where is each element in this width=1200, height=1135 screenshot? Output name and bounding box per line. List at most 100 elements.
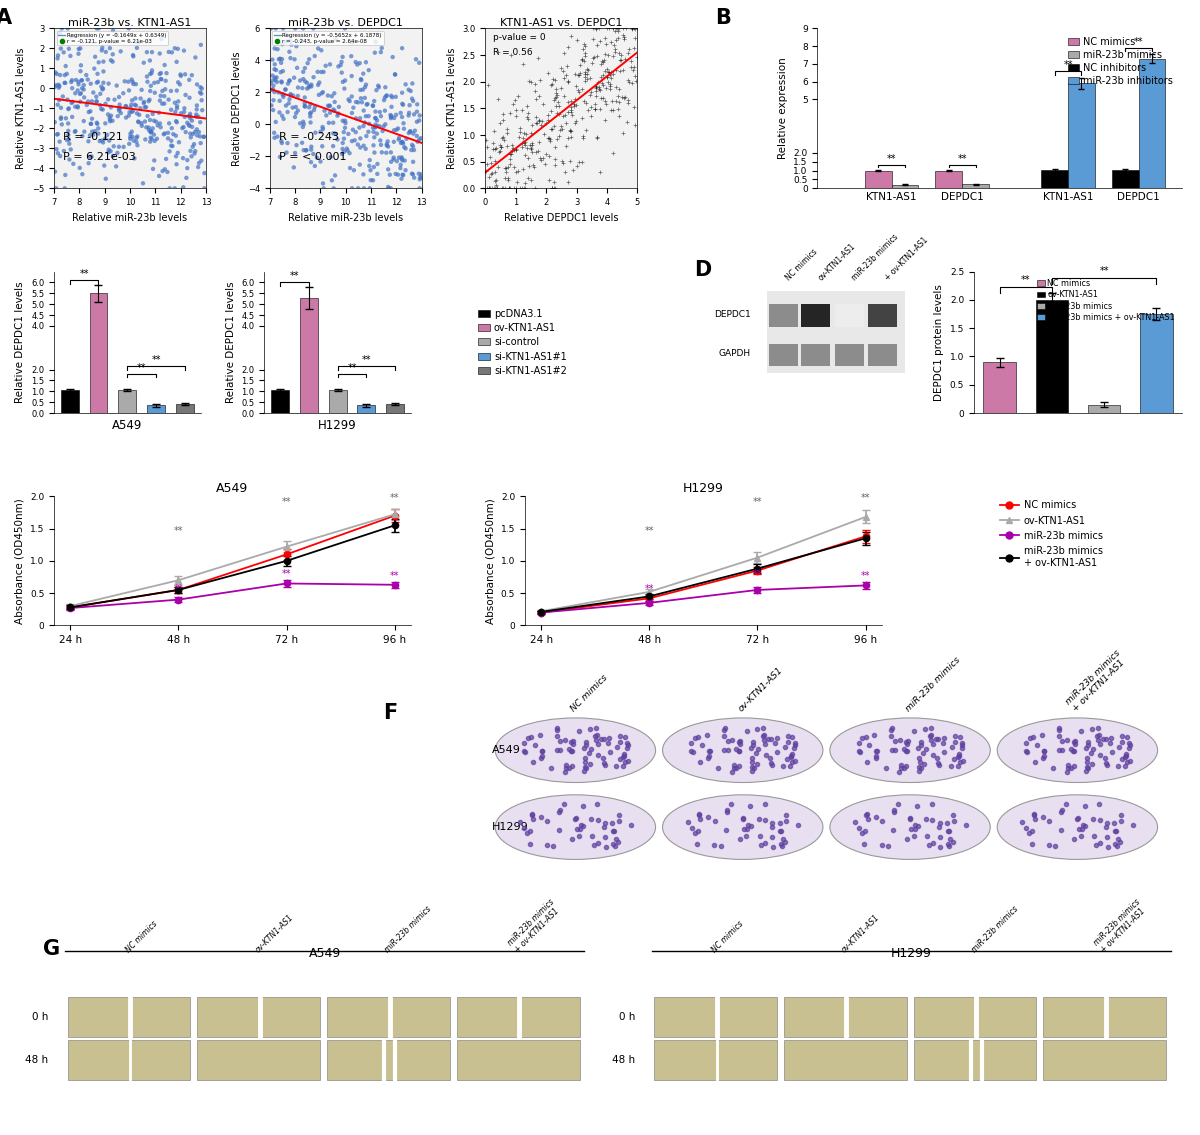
Point bbox=[485, 162, 504, 180]
Point bbox=[718, 741, 737, 759]
Point bbox=[485, 179, 504, 197]
Point bbox=[73, 127, 92, 145]
Point bbox=[566, 819, 586, 838]
Point bbox=[866, 808, 886, 826]
Point bbox=[566, 76, 586, 94]
Point bbox=[493, 127, 512, 145]
Point bbox=[599, 64, 618, 82]
Point bbox=[522, 116, 541, 134]
Point bbox=[547, 721, 566, 739]
Point bbox=[294, 19, 313, 37]
Point bbox=[721, 796, 740, 814]
Point bbox=[523, 809, 542, 827]
X-axis label: A549: A549 bbox=[112, 419, 143, 431]
Point bbox=[576, 43, 595, 61]
Point bbox=[59, 126, 78, 144]
Point bbox=[754, 726, 773, 745]
Point bbox=[58, 131, 77, 149]
Text: ov-KTN1-AS1: ov-KTN1-AS1 bbox=[816, 242, 857, 283]
Point bbox=[88, 74, 107, 92]
Point bbox=[359, 123, 378, 141]
Point bbox=[95, 157, 114, 175]
Point bbox=[160, 91, 179, 109]
Point bbox=[500, 145, 520, 163]
Point bbox=[500, 150, 520, 168]
Point bbox=[378, 178, 397, 196]
Point bbox=[524, 158, 544, 176]
Point bbox=[712, 836, 731, 855]
Point bbox=[586, 726, 605, 745]
Point bbox=[556, 115, 575, 133]
Point bbox=[782, 747, 802, 765]
Point bbox=[493, 179, 512, 197]
Y-axis label: Relative DEPDC1 levels: Relative DEPDC1 levels bbox=[226, 281, 235, 403]
Point bbox=[145, 84, 164, 102]
Point bbox=[402, 141, 421, 159]
Point bbox=[107, 158, 126, 176]
Point bbox=[1076, 758, 1096, 776]
Point bbox=[486, 152, 505, 170]
Point bbox=[692, 735, 712, 754]
Point bbox=[89, 73, 108, 91]
Point bbox=[616, 729, 635, 747]
Point bbox=[367, 81, 386, 99]
Point bbox=[515, 734, 534, 753]
Point bbox=[598, 67, 617, 85]
Point bbox=[61, 141, 80, 159]
Point bbox=[618, 735, 637, 754]
Point bbox=[682, 818, 701, 836]
Point bbox=[929, 818, 948, 836]
Point bbox=[608, 28, 628, 47]
Point bbox=[938, 835, 958, 854]
Point bbox=[137, 43, 156, 61]
Point bbox=[922, 726, 941, 745]
Point bbox=[562, 757, 581, 775]
Point bbox=[187, 106, 206, 124]
Text: R = -0.121: R = -0.121 bbox=[64, 133, 122, 142]
Text: **: ** bbox=[282, 497, 292, 507]
Point bbox=[143, 43, 162, 61]
Point bbox=[286, 98, 305, 116]
Point bbox=[538, 128, 557, 146]
Point bbox=[1073, 816, 1092, 834]
Point bbox=[332, 64, 352, 82]
Text: miR-23b mimics: miR-23b mimics bbox=[904, 655, 961, 713]
Point bbox=[608, 23, 628, 41]
Point bbox=[547, 103, 566, 121]
Point bbox=[142, 128, 161, 146]
Point bbox=[150, 115, 169, 133]
Point bbox=[755, 726, 774, 745]
Text: + ov-KTN1-AS1: + ov-KTN1-AS1 bbox=[883, 236, 930, 283]
Point bbox=[689, 728, 708, 746]
Point bbox=[296, 141, 316, 159]
Point bbox=[142, 64, 161, 82]
Point bbox=[194, 127, 214, 145]
Point bbox=[137, 118, 156, 136]
Point bbox=[294, 112, 313, 131]
Point bbox=[350, 155, 370, 174]
Point bbox=[318, 96, 337, 115]
Point bbox=[366, 118, 385, 136]
Point bbox=[143, 61, 162, 79]
Point bbox=[347, 109, 366, 127]
X-axis label: Relative DEPDC1 levels: Relative DEPDC1 levels bbox=[504, 212, 619, 222]
Point bbox=[377, 144, 396, 162]
Point bbox=[1105, 822, 1124, 840]
Point bbox=[529, 87, 548, 106]
Point bbox=[486, 141, 505, 159]
Point bbox=[572, 51, 592, 69]
Point bbox=[356, 140, 376, 158]
Title: miR-23b vs. DEPDC1: miR-23b vs. DEPDC1 bbox=[288, 18, 403, 27]
Point bbox=[179, 116, 198, 134]
Point bbox=[109, 87, 128, 106]
Point bbox=[480, 179, 499, 197]
Point bbox=[762, 818, 781, 836]
Point bbox=[347, 93, 366, 111]
Point bbox=[367, 165, 386, 183]
Point bbox=[504, 95, 523, 114]
Point bbox=[1034, 742, 1054, 760]
Point bbox=[582, 83, 601, 101]
Point bbox=[270, 50, 289, 68]
Point bbox=[157, 163, 176, 182]
Point bbox=[88, 65, 107, 83]
